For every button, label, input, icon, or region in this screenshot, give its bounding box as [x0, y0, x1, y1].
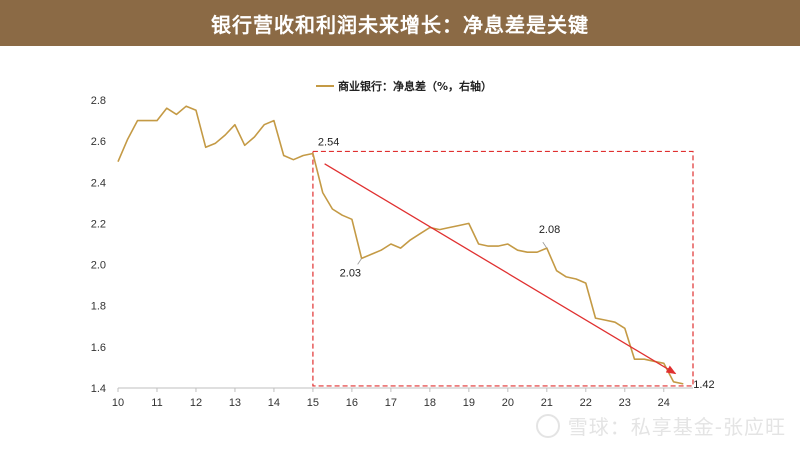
y-tick-label: 1.6 — [91, 342, 106, 354]
x-tick-label: 15 — [307, 397, 319, 409]
series-line-net-interest-margin — [117, 105, 684, 385]
data-label: 2.08 — [539, 224, 560, 236]
x-tick-label: 18 — [424, 397, 436, 409]
title-banner: 银行营收和利润未来增长：净息差是关键 — [0, 0, 800, 46]
y-tick-label: 2.6 — [91, 136, 106, 148]
trend-arrow — [324, 163, 677, 375]
x-tick-label: 10 — [112, 397, 124, 409]
x-tick-label: 12 — [190, 397, 202, 409]
y-tick-label: 1.4 — [91, 383, 106, 395]
x-tick-label: 13 — [229, 397, 241, 409]
y-tick-label: 1.8 — [91, 301, 106, 313]
y-tick-label: 2.8 — [91, 95, 106, 107]
y-tick-label: 2.2 — [91, 218, 106, 230]
y-axis-ticks: 1.4 1.6 1.8 2.0 2.2 2.4 2.6 2.8 — [91, 95, 106, 395]
annotation-leader — [542, 241, 548, 249]
x-tick-label: 16 — [346, 397, 358, 409]
data-label: 1.42 — [693, 379, 714, 391]
data-label: 2.54 — [318, 136, 339, 148]
x-axis-ticks: 10 11 12 13 14 15 16 17 18 19 20 21 22 23 24 — [112, 388, 670, 409]
x-tick-label: 20 — [502, 397, 514, 409]
watermark-text: 雪球：私享基金-张应旺 — [567, 415, 786, 439]
legend-label: 商业银行：净息差（%，右轴） — [338, 79, 492, 93]
x-tick-label: 14 — [268, 397, 280, 409]
annotation-leader — [357, 258, 362, 265]
data-label: 2.03 — [340, 267, 361, 279]
x-tick-label: 19 — [463, 397, 475, 409]
x-tick-label: 11 — [151, 397, 162, 409]
data-annotations: 2.54 2.03 2.08 1.42 — [318, 136, 715, 390]
y-tick-label: 2.0 — [91, 260, 106, 272]
x-tick-label: 23 — [619, 397, 631, 409]
page-title: 银行营收和利润未来增长：净息差是关键 — [211, 12, 589, 37]
y-tick-label: 2.4 — [91, 177, 106, 189]
x-tick-label: 17 — [385, 397, 397, 409]
snowball-logo-icon — [535, 413, 560, 438]
legend: 商业银行：净息差（%，右轴） — [316, 79, 492, 93]
x-tick-label: 24 — [658, 397, 670, 409]
highlight-box — [312, 150, 694, 387]
x-tick-label: 22 — [580, 397, 592, 409]
watermark: 雪球：私享基金-张应旺 — [535, 411, 786, 440]
x-tick-label: 21 — [541, 397, 553, 409]
